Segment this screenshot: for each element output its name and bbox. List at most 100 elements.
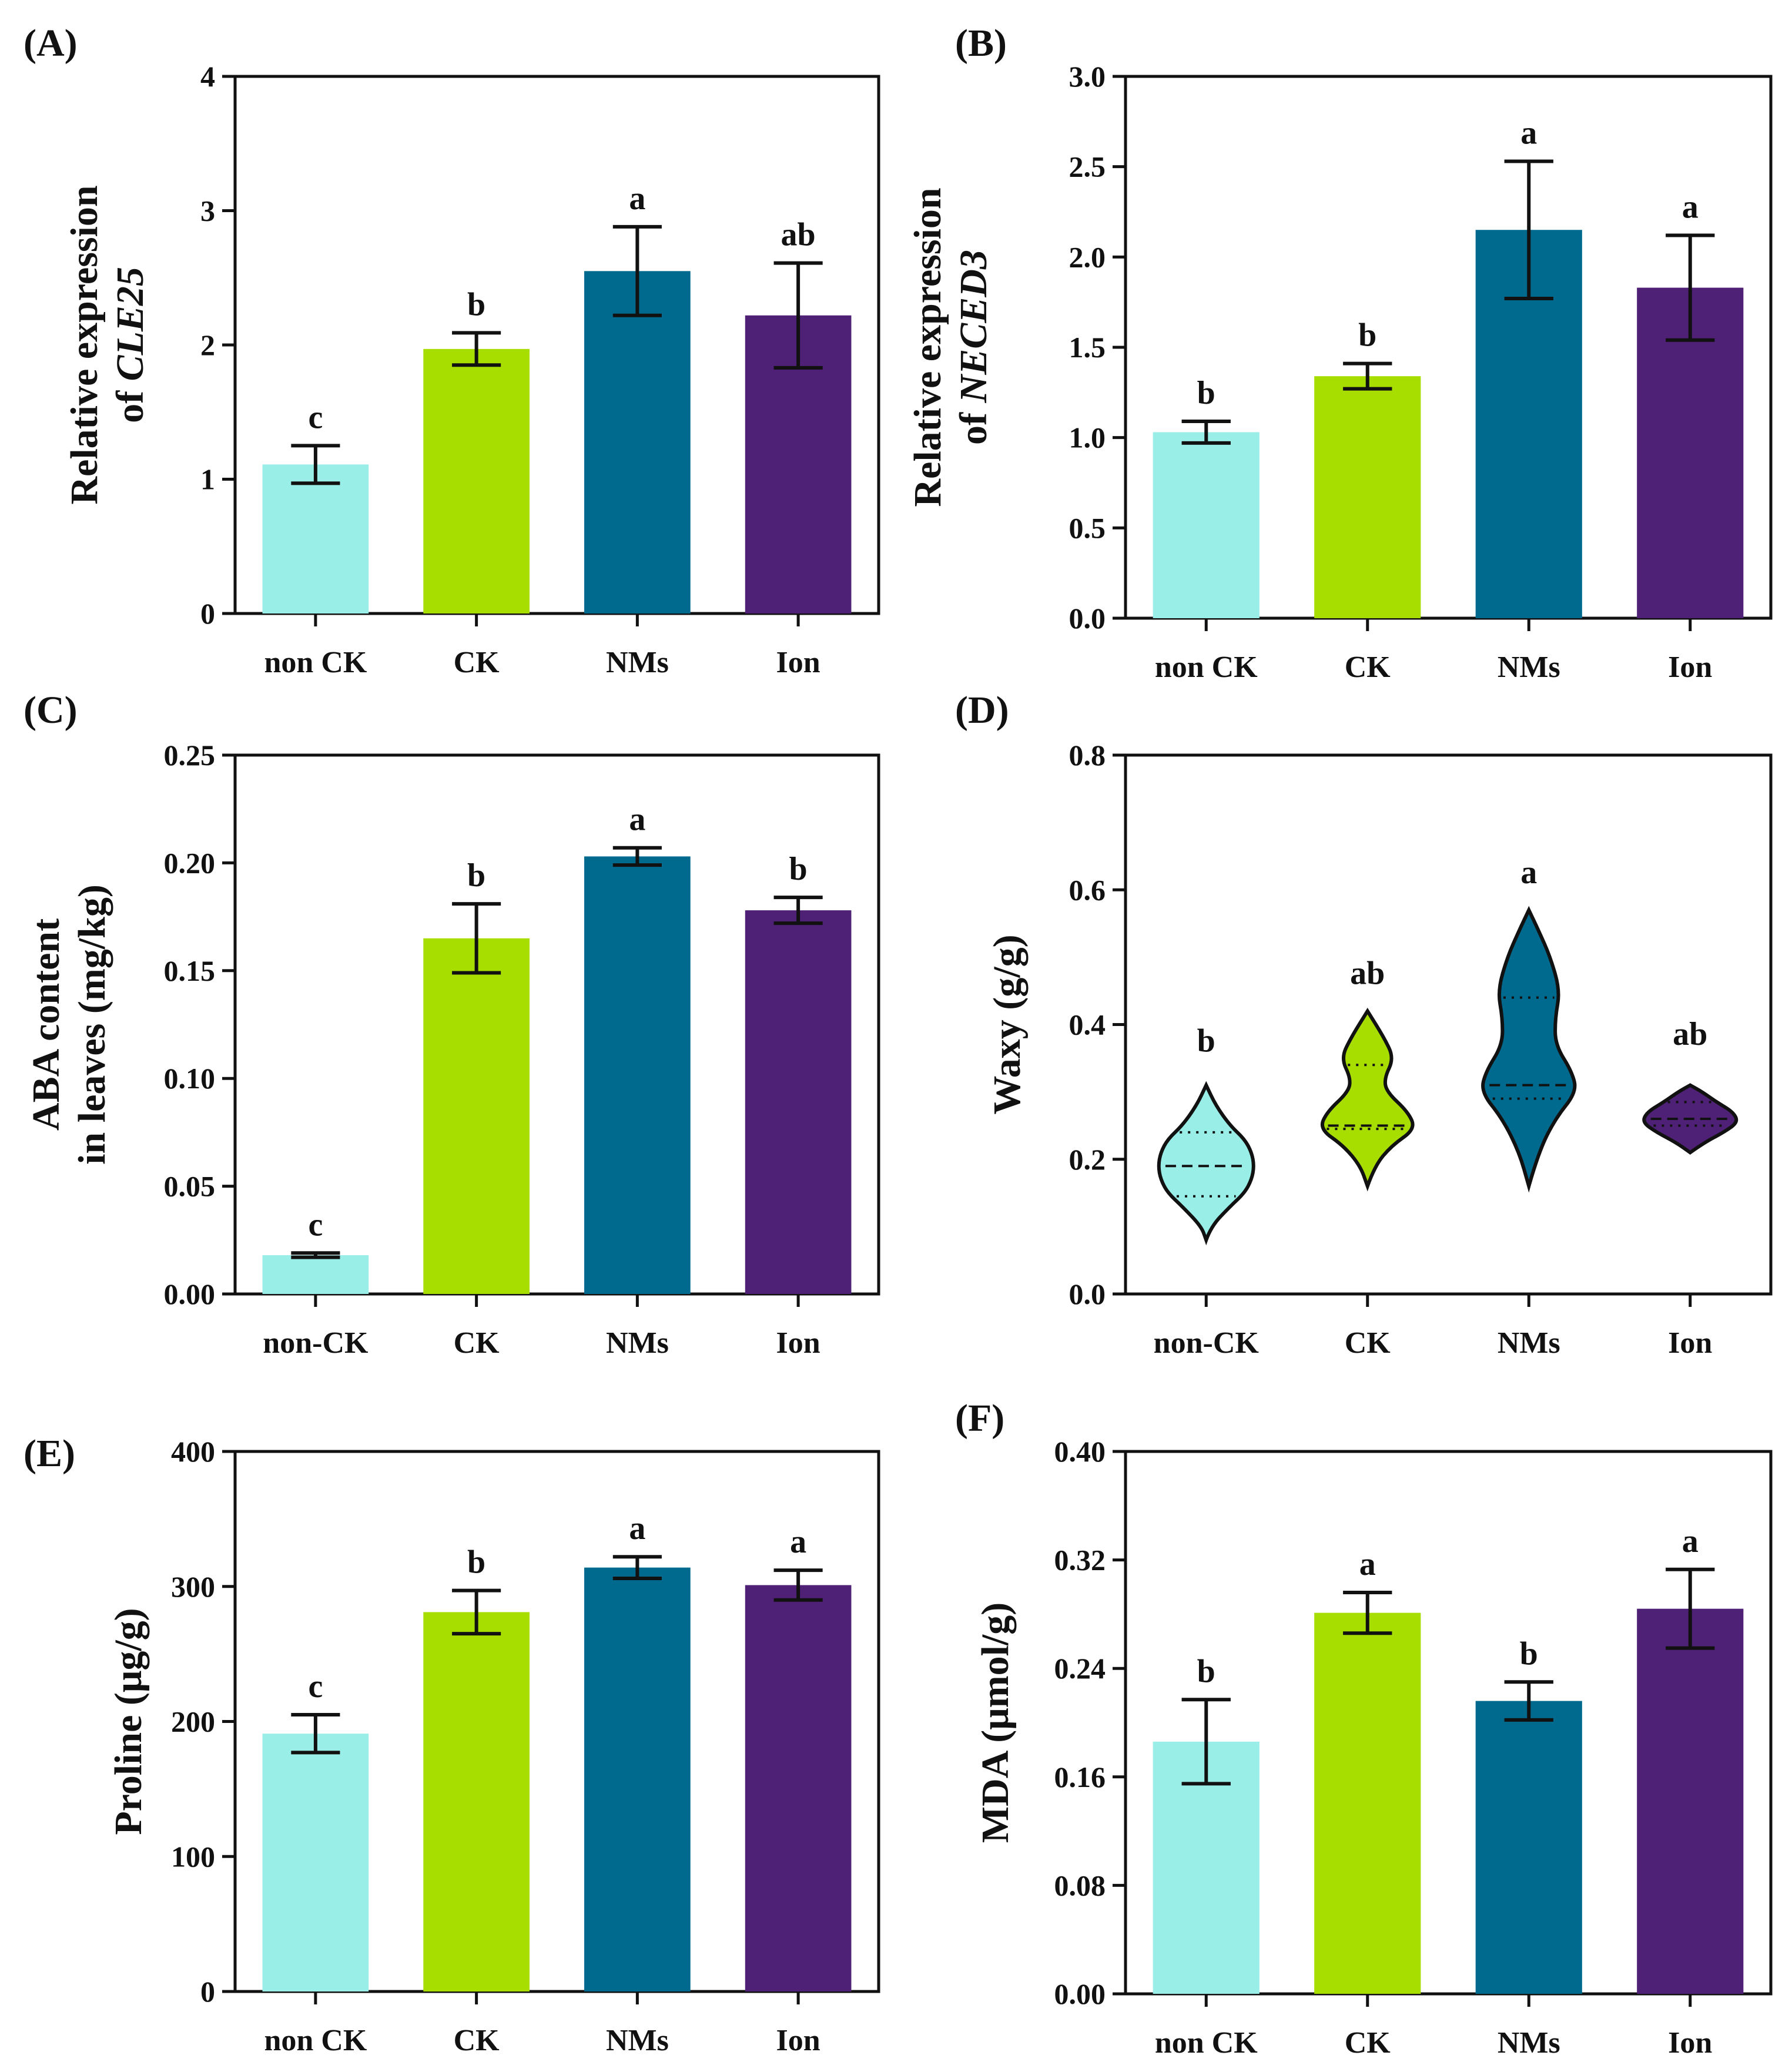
bar-non-ck	[1153, 432, 1260, 618]
y-axis-title-line2: of NECED3	[952, 250, 995, 445]
bar-ck	[423, 938, 530, 1294]
y-tick-label: 0.25	[164, 739, 216, 772]
y-axis-title: MDA (μmol/g)	[974, 1602, 1017, 1843]
y-tick-label: 2	[200, 328, 215, 361]
x-tick-label: non CK	[1155, 651, 1258, 684]
y-tick-label: 4	[200, 60, 215, 93]
error-bar	[1504, 159, 1553, 301]
bar-ion	[745, 910, 852, 1294]
x-tick-label: CK	[454, 646, 500, 679]
significance-label: b	[1197, 1022, 1215, 1059]
y-tick-label: 2.5	[1069, 150, 1106, 183]
y-tick-label: 0	[200, 597, 215, 630]
bar-ck	[1314, 1612, 1421, 1994]
error-bar	[452, 331, 501, 367]
error-bar	[1666, 233, 1715, 342]
x-tick-label: CK	[1345, 1326, 1391, 1360]
significance-label: b	[1520, 1635, 1538, 1672]
x-tick-label: CK	[454, 2024, 500, 2057]
y-tick-label: 0.5	[1069, 511, 1106, 544]
violin-ck	[1320, 1007, 1415, 1192]
error-bar	[291, 1713, 340, 1755]
error-bar	[1343, 1590, 1392, 1635]
bar-nms	[584, 1567, 691, 1991]
panel-F: (F) 0.00 0.08 0.16 0.24 0.32 0.40 non CK CK NMs Io…	[955, 1397, 1773, 2060]
y-axis-title: Proline (μg/g)	[107, 1608, 150, 1835]
x-tick-label: Ion	[776, 1326, 820, 1360]
y-tick-label: 0.20	[164, 846, 216, 879]
y-tick-label: 0.00	[164, 1278, 216, 1310]
y-tick-label: 0	[200, 1975, 215, 2008]
significance-label: a	[1520, 854, 1537, 891]
x-tick-label: non CK	[264, 2024, 367, 2057]
x-tick-label: CK	[1345, 651, 1391, 684]
significance-label: b	[789, 851, 808, 887]
x-tick-label: NMs	[1498, 651, 1560, 684]
y-tick-label: 0.00	[1054, 1977, 1106, 2010]
y-axis-title-line2: of CLE25	[109, 267, 152, 423]
violin-nms	[1481, 906, 1577, 1193]
y-tick-label: 0.8	[1069, 739, 1106, 772]
significance-label: a	[1359, 1546, 1376, 1583]
significance-label: b	[467, 1544, 485, 1581]
y-axis-title: Relative expression	[63, 185, 106, 504]
bar-nms	[584, 856, 691, 1294]
significance-label: ab	[781, 217, 816, 253]
plot-frame	[1124, 1450, 1773, 1996]
x-tick-label: non CK	[1155, 2026, 1258, 2060]
y-tick-label: 0.15	[164, 954, 216, 987]
x-tick-label: NMs	[606, 1326, 669, 1360]
x-tick-label: Ion	[1668, 651, 1712, 684]
bar-ck	[423, 348, 530, 613]
x-tick-label: Ion	[1668, 1326, 1712, 1360]
y-tick-label: 0.16	[1054, 1761, 1106, 1793]
x-tick-label: NMs	[1498, 1326, 1560, 1360]
y-tick-label: 100	[171, 1840, 215, 1873]
y-tick-label: 3.0	[1069, 60, 1106, 93]
y-tick-label: 0.08	[1054, 1869, 1106, 1902]
y-tick-label: 0.0	[1069, 1278, 1106, 1310]
significance-label: a	[1520, 115, 1537, 151]
significance-label: a	[790, 1524, 806, 1560]
panel-C: (C) 0.00 0.05 0.10 0.15 0.20 0.25 non-CK CK NMs Io…	[24, 689, 880, 1360]
panel-E: (E) 0 100 200 300 400 non CK CK NMs Ion Proline (μ…	[24, 1432, 880, 2057]
bar-nms	[1475, 1701, 1582, 1994]
significance-label: c	[308, 399, 323, 435]
panel-label: (D)	[955, 689, 1009, 732]
significance-label: c	[308, 1668, 323, 1705]
x-tick-label: NMs	[606, 2024, 669, 2057]
bar-ion	[1637, 1608, 1744, 1994]
error-bar	[291, 444, 340, 485]
x-tick-label: Ion	[776, 2024, 820, 2057]
error-bar	[773, 896, 823, 926]
error-bar	[1181, 420, 1231, 445]
y-tick-label: 0.10	[164, 1062, 216, 1095]
y-tick-label: 0.2	[1069, 1143, 1106, 1176]
panel-label: (F)	[955, 1397, 1004, 1440]
y-axis-title: ABA content	[25, 918, 68, 1131]
significance-label: a	[629, 180, 645, 217]
panel-label: (E)	[24, 1432, 75, 1475]
y-tick-label: 3	[200, 195, 215, 227]
bar-non-ck	[262, 1255, 369, 1294]
error-bar	[452, 1588, 501, 1636]
significance-label: ab	[1673, 1016, 1707, 1052]
bar-ck	[423, 1612, 530, 1991]
x-tick-label: Ion	[1668, 2026, 1712, 2060]
y-axis-title: Relative expression	[906, 187, 949, 507]
y-tick-label: 200	[171, 1705, 215, 1738]
bar-ck	[1314, 376, 1421, 618]
panel-label: (A)	[24, 22, 78, 65]
error-bar	[612, 224, 662, 317]
panel-D: (D) 0.0 0.2 0.4 0.6 0.8 non-CK CK NMs Ion Waxy (g/…	[955, 689, 1773, 1360]
y-tick-label: 1	[200, 463, 215, 496]
significance-label: b	[467, 857, 485, 894]
panel-A: (A) 0 1 2 3 4 non CK CK NMs Ion Relative expressio…	[24, 22, 880, 679]
violin-non-ck	[1157, 1081, 1255, 1246]
y-tick-label: 0.4	[1069, 1008, 1106, 1041]
significance-label: b	[1197, 1653, 1215, 1689]
error-bar	[1343, 361, 1392, 391]
error-bar	[773, 261, 823, 370]
x-tick-label: non-CK	[263, 1326, 369, 1360]
